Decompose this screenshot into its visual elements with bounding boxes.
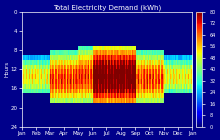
Y-axis label: Hours: Hours: [4, 61, 9, 77]
Title: Total Electricity Demand (kWh): Total Electricity Demand (kWh): [53, 4, 161, 11]
